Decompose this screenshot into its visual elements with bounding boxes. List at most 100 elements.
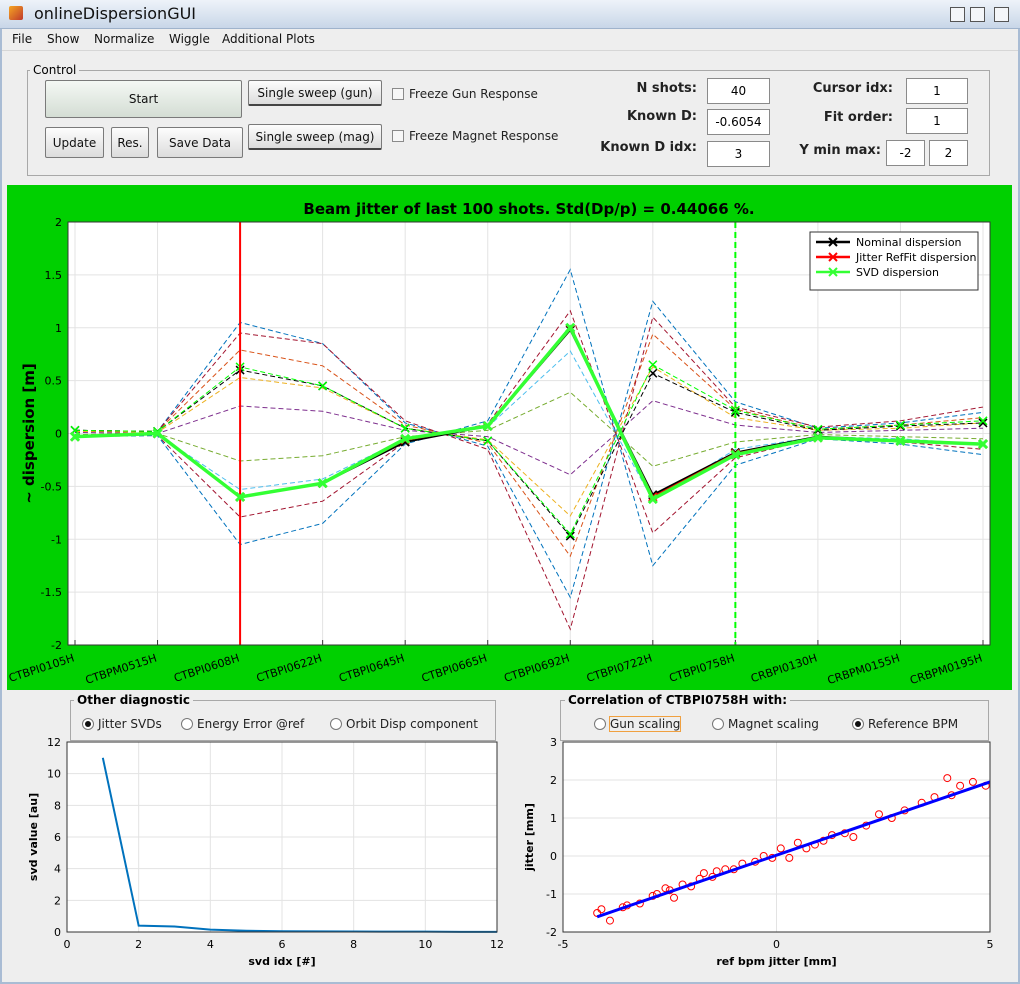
checkbox-label: Freeze Magnet Response bbox=[409, 129, 559, 143]
menu-item[interactable]: Show bbox=[47, 32, 80, 46]
window-button[interactable] bbox=[994, 7, 1009, 22]
legend-marker bbox=[828, 252, 838, 262]
legend-marker bbox=[828, 237, 838, 247]
y-tick-label: 6 bbox=[54, 831, 61, 844]
axes-border bbox=[562, 741, 991, 933]
radio-label: Reference BPM bbox=[868, 717, 959, 731]
field-input[interactable]: 1 bbox=[906, 108, 968, 134]
scatter-point bbox=[776, 844, 785, 853]
save-button[interactable]: Save Data bbox=[157, 127, 243, 158]
radio-button[interactable] bbox=[712, 718, 724, 730]
shot-line bbox=[74, 391, 984, 467]
y-tick-label: 1 bbox=[550, 812, 557, 825]
radio-label: Jitter SVDs bbox=[98, 717, 162, 731]
shot-line bbox=[74, 268, 984, 567]
x-tick-label: 8 bbox=[350, 938, 357, 951]
sweep-gun-button[interactable]: Single sweep (gun) bbox=[248, 80, 382, 106]
legend-marker bbox=[828, 267, 838, 277]
x-axis-label: ref bpm jitter [mm] bbox=[716, 955, 836, 968]
radio-button[interactable] bbox=[852, 718, 864, 730]
x-tick-label: 0 bbox=[773, 938, 780, 951]
y-tick-label: -0.5 bbox=[41, 480, 62, 493]
shot-line bbox=[74, 350, 984, 501]
shot-line bbox=[74, 316, 984, 631]
y-tick-label: 12 bbox=[47, 736, 61, 749]
diagnostic-panel bbox=[70, 700, 496, 741]
scatter-point bbox=[956, 781, 965, 790]
y-tick-label: 0.5 bbox=[45, 375, 63, 388]
y-tick-label: 2 bbox=[55, 216, 62, 229]
shot-line bbox=[75, 333, 984, 558]
field-label: Known D: bbox=[626, 109, 697, 124]
radio-button[interactable] bbox=[181, 718, 193, 730]
scatter-point bbox=[670, 893, 679, 902]
start-button[interactable]: Start bbox=[45, 80, 242, 118]
x-tick-label: -5 bbox=[558, 938, 569, 951]
x-tick-label: 6 bbox=[279, 938, 286, 951]
scatter-point bbox=[849, 833, 858, 841]
menu-item[interactable]: Additional Plots bbox=[222, 32, 315, 46]
y-tick-label: 2 bbox=[54, 894, 61, 907]
y-tick-label: 3 bbox=[550, 736, 557, 749]
panel-title: Control bbox=[30, 63, 80, 77]
y-tick-label: 8 bbox=[54, 799, 61, 812]
field-input[interactable]: 40 bbox=[707, 78, 770, 104]
legend-label: SVD dispersion bbox=[856, 266, 939, 279]
menu-item[interactable]: File bbox=[12, 32, 33, 46]
checkbox-label: Freeze Gun Response bbox=[409, 87, 538, 101]
checkbox[interactable] bbox=[392, 130, 404, 142]
x-tick-label: 10 bbox=[418, 938, 432, 951]
x-tick-label: 12 bbox=[490, 938, 504, 951]
window-title: onlineDispersionGUI bbox=[34, 4, 197, 23]
field-input[interactable]: 2 bbox=[929, 140, 968, 166]
menu-item[interactable]: Normalize bbox=[94, 32, 155, 46]
app-icon bbox=[9, 6, 23, 20]
y-tick-label: 2 bbox=[550, 774, 557, 787]
y-axis-label: svd value [au] bbox=[27, 793, 40, 881]
reset-button[interactable]: Res. bbox=[111, 127, 149, 158]
radio-label: Energy Error @ref bbox=[197, 717, 305, 731]
legend-label: Jitter RefFit dispersion bbox=[855, 251, 976, 264]
radio-label: Gun scaling bbox=[608, 716, 682, 732]
fit-line bbox=[596, 780, 991, 919]
scatter-point bbox=[793, 838, 802, 847]
window-button[interactable] bbox=[970, 7, 985, 22]
field-label: Cursor idx: bbox=[812, 81, 893, 96]
field-input[interactable]: -0.6054 bbox=[707, 109, 770, 135]
window-button[interactable] bbox=[950, 7, 965, 22]
control-panel bbox=[27, 70, 990, 176]
y-tick-label: -1.5 bbox=[41, 586, 62, 599]
sweep-mag-button[interactable]: Single sweep (mag) bbox=[248, 124, 382, 150]
radio-button[interactable] bbox=[594, 718, 606, 730]
x-axis-label: svd idx [#] bbox=[248, 955, 315, 968]
radio-button[interactable] bbox=[330, 718, 342, 730]
field-label: Fit order: bbox=[823, 110, 893, 125]
y-tick-label: 0 bbox=[550, 850, 557, 863]
shot-line bbox=[74, 364, 984, 535]
y-tick-label: 1.5 bbox=[45, 269, 63, 282]
y-tick-label: -1 bbox=[51, 533, 62, 546]
scatter-point bbox=[699, 869, 708, 878]
x-tick-label: 2 bbox=[135, 938, 142, 951]
field-label: Y min max: bbox=[799, 143, 881, 158]
field-input[interactable]: 1 bbox=[906, 78, 968, 104]
shot-line bbox=[74, 366, 984, 517]
chart-title: Beam jitter of last 100 shots. Std(Dp/p)… bbox=[303, 200, 754, 218]
y-tick-label: 10 bbox=[47, 768, 61, 781]
field-input[interactable]: -2 bbox=[886, 140, 925, 166]
y-tick-label: -1 bbox=[546, 888, 557, 901]
scatter-point bbox=[597, 905, 606, 914]
y-axis-label: jitter [mm] bbox=[523, 803, 536, 872]
field-input[interactable]: 3 bbox=[707, 141, 770, 167]
radio-button[interactable] bbox=[82, 718, 94, 730]
menu-bar: File Show Normalize Wiggle Additional Pl… bbox=[2, 29, 1018, 51]
update-button[interactable]: Update bbox=[45, 127, 104, 158]
legend-label: Nominal dispersion bbox=[856, 236, 962, 249]
shot-line bbox=[74, 400, 984, 476]
shot-line bbox=[74, 300, 984, 599]
y-tick-label: -2 bbox=[51, 639, 62, 652]
menu-item[interactable]: Wiggle bbox=[169, 32, 210, 46]
series-line bbox=[74, 324, 984, 502]
checkbox[interactable] bbox=[392, 88, 404, 100]
